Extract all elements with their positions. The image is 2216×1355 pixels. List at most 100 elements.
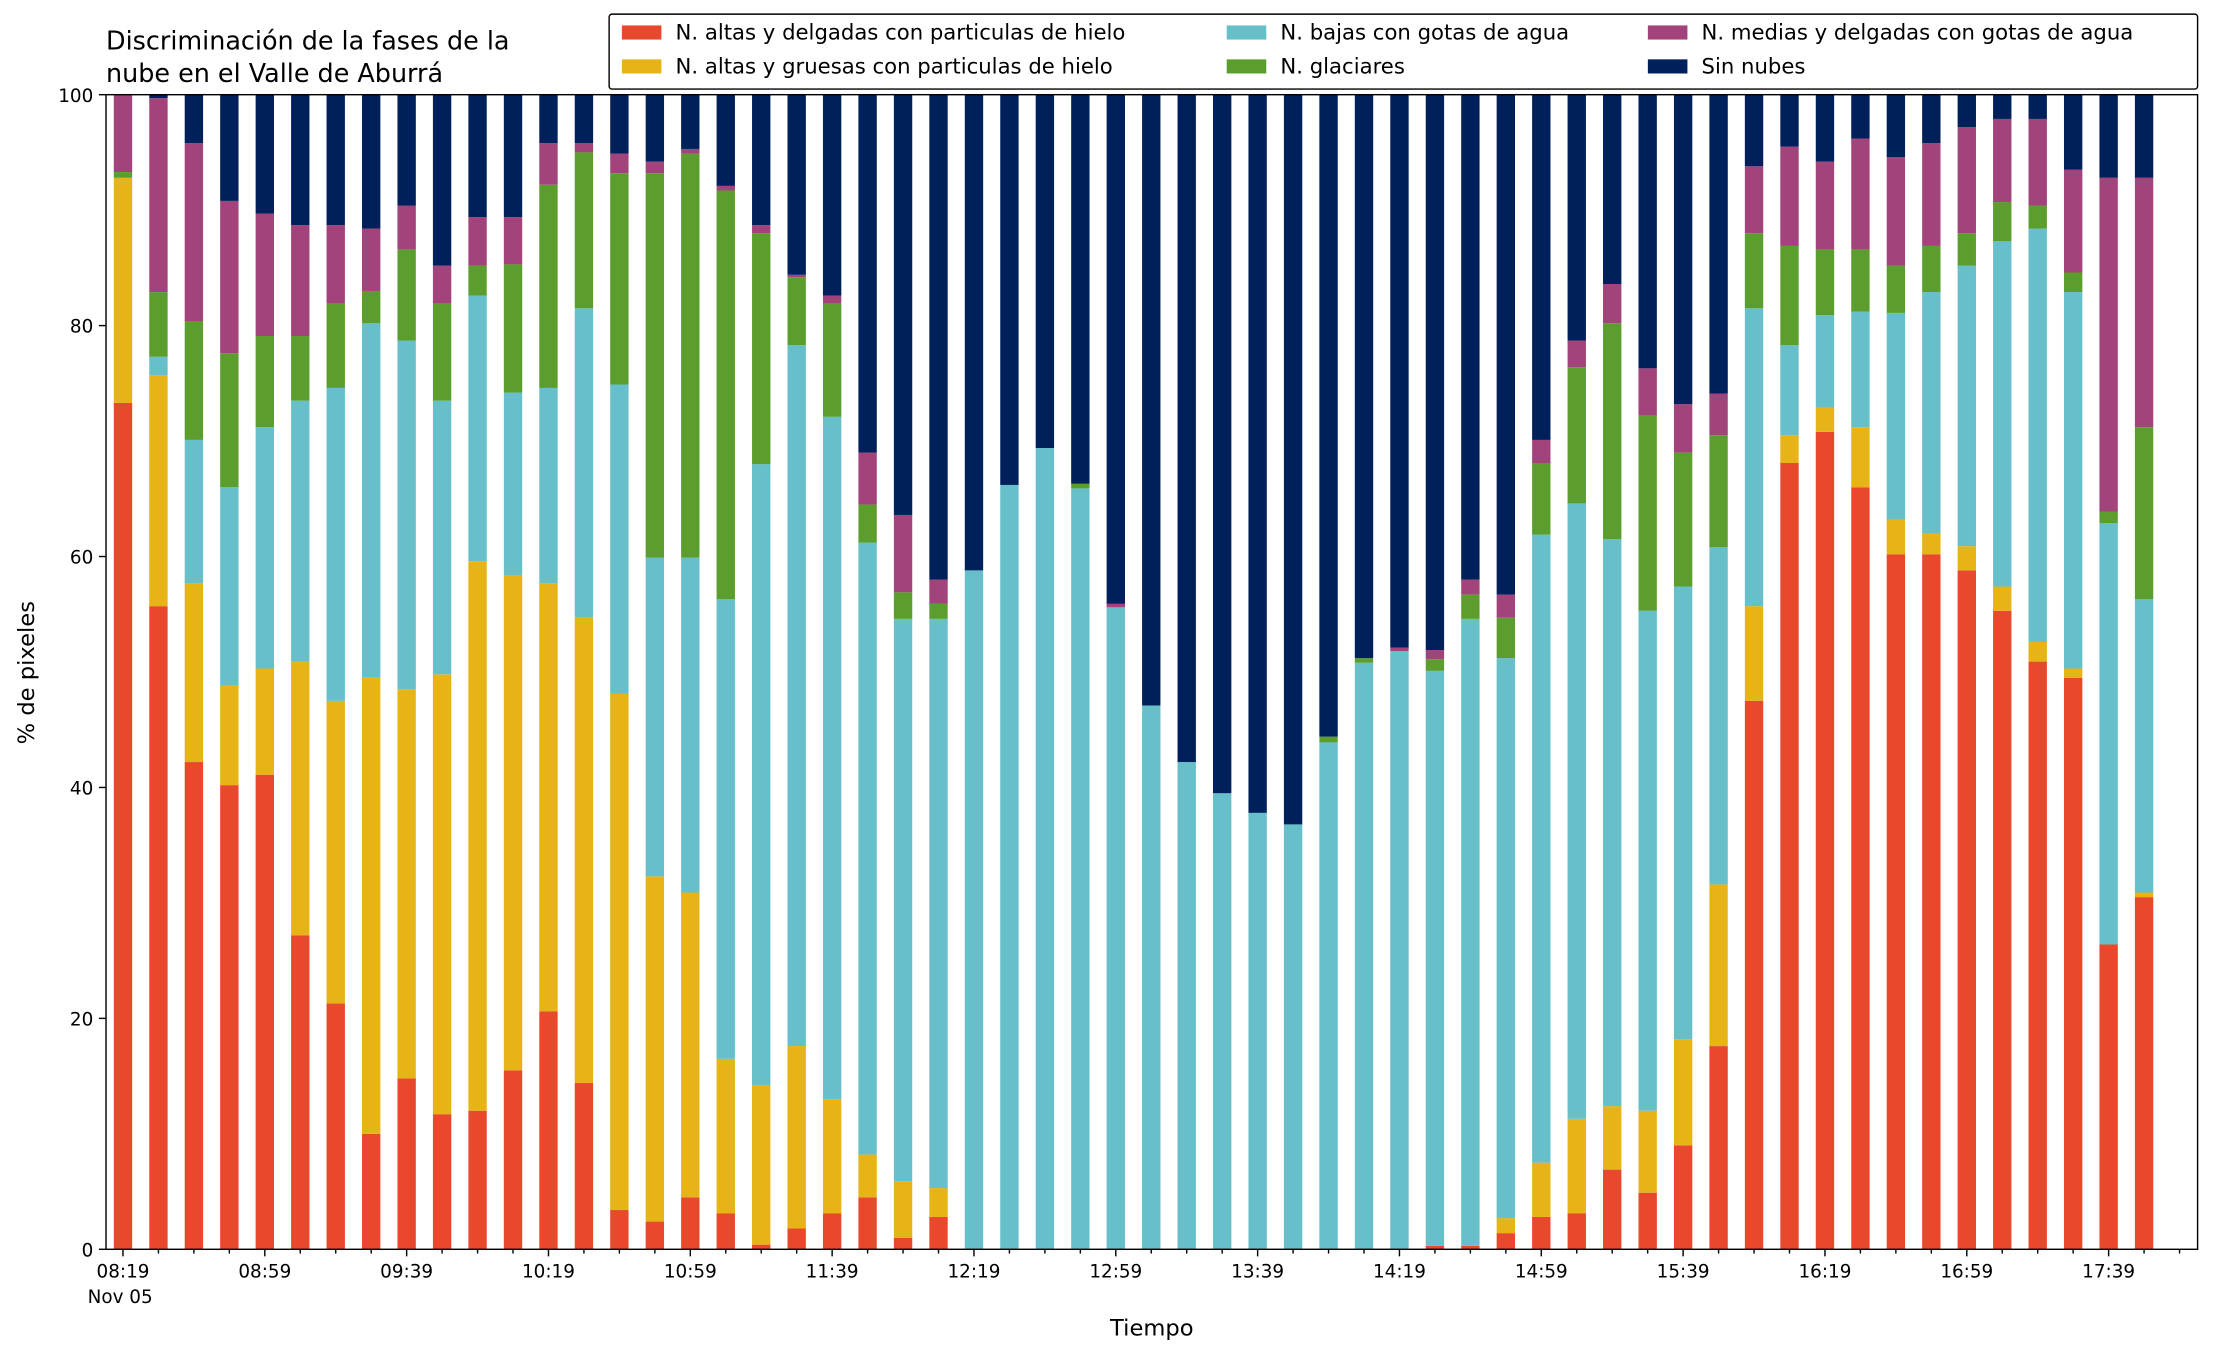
bar-segment	[1390, 647, 1409, 652]
bar-segment	[1638, 368, 1657, 416]
bar-segment	[2134, 427, 2154, 600]
bar-segment	[1815, 431, 1835, 1250]
legend-label: N. altas y delgadas con particulas de hi…	[676, 20, 1126, 45]
x-tick-label: 12:19	[948, 1262, 1001, 1283]
bar-segment	[1780, 146, 1799, 246]
bar-segment	[1851, 311, 1870, 428]
bar-segment	[929, 618, 948, 1189]
bar-segment	[397, 205, 416, 250]
bar-segment	[1496, 1218, 1516, 1234]
chart-title-line-2: nube en el Valle de Aburrá	[106, 58, 443, 88]
bar-segment	[1603, 323, 1622, 540]
bar-segment	[503, 217, 523, 265]
bar-segment	[1780, 435, 1799, 464]
bar-segment	[1638, 1192, 1657, 1250]
bar-segment	[149, 292, 168, 357]
bar-segment	[893, 1237, 913, 1250]
bar-segment	[1390, 94, 1409, 648]
bar-segment	[1744, 166, 1764, 234]
bar-segment	[2099, 94, 2118, 178]
bar-segment	[220, 200, 239, 354]
bar-segment	[1248, 94, 1267, 813]
bar-segment	[610, 94, 629, 154]
bar-segment	[1567, 367, 1586, 504]
bar-segment	[503, 392, 523, 576]
bar-segment	[681, 153, 700, 558]
bar-segment	[1142, 94, 1161, 706]
bar-segment	[2028, 641, 2047, 662]
bar-segment	[1106, 94, 1125, 604]
legend: N. altas y delgadas con particulas de hi…	[608, 13, 2199, 90]
bar-segment	[113, 94, 133, 173]
bar-segment	[1851, 94, 1870, 139]
bar-segment	[752, 225, 771, 234]
x-tick-label: 09:39	[380, 1262, 433, 1283]
bar-segment	[1496, 594, 1516, 618]
x-tick-label: 16:19	[1798, 1262, 1851, 1283]
bar-segment	[184, 439, 204, 584]
bar-segment	[1957, 233, 1976, 266]
bar-segment	[220, 94, 239, 201]
bar-segment	[326, 94, 345, 226]
bar-segment	[1106, 603, 1125, 608]
bar-segment	[893, 592, 913, 619]
legend-label: N. altas y gruesas con particulas de hie…	[676, 53, 1113, 78]
bar-segment	[929, 94, 948, 580]
bar-segment	[822, 1213, 842, 1250]
y-tick-label: 60	[70, 548, 93, 569]
bar-segment	[539, 184, 558, 388]
bar-segment	[1000, 94, 1019, 485]
bar-segment	[858, 94, 877, 453]
bar-segment	[1638, 1110, 1657, 1193]
bar-segment	[1567, 1213, 1586, 1250]
bar-segment	[1957, 94, 1976, 128]
bar-segment	[291, 400, 310, 662]
bar-segment	[255, 335, 274, 428]
bar-segment	[716, 599, 735, 1059]
bar-segment	[787, 345, 806, 1047]
bar-segment	[893, 514, 913, 593]
bar-segment	[220, 685, 239, 786]
bar-segment	[397, 94, 416, 206]
y-tick-label: 100	[58, 86, 93, 107]
bar-segment	[2099, 177, 2118, 512]
bar-segment	[1638, 415, 1657, 611]
bar-segment	[1851, 138, 1870, 250]
bar-segment	[716, 185, 735, 191]
bar-segment	[1354, 662, 1374, 1250]
x-tick-label: 14:19	[1373, 1262, 1426, 1283]
bar-segment	[184, 583, 204, 763]
bar-segment	[326, 225, 345, 304]
bar-segment	[929, 579, 948, 604]
bar-segment	[1780, 345, 1799, 436]
bar-segment	[1567, 340, 1586, 368]
bar-segment	[1496, 1233, 1516, 1250]
bar-segment	[681, 94, 700, 149]
bar-segment	[1496, 617, 1516, 659]
bar-segment	[326, 700, 345, 1004]
x-tick-label: 12:59	[1089, 1262, 1142, 1283]
bar-segment	[291, 94, 310, 226]
bar-segment	[1744, 700, 1764, 1250]
bar-segment	[1567, 1118, 1586, 1214]
bar-segment	[610, 1210, 629, 1250]
bar-segment	[255, 213, 274, 336]
legend-label: N. medias y delgadas con gotas de agua	[1702, 20, 2134, 45]
bar-segment	[1922, 143, 1941, 246]
bar-segment	[1035, 447, 1055, 1250]
bar-segment	[1354, 658, 1374, 663]
bar-segment	[645, 1221, 665, 1250]
bar-segment	[1709, 547, 1728, 885]
bar-segment	[1319, 94, 1338, 737]
bar-segment	[1142, 705, 1161, 1250]
bar-segment	[1496, 658, 1516, 1219]
x-tick-label: 08:59	[238, 1262, 291, 1283]
bar-segment	[893, 1181, 913, 1238]
bar-segment	[2063, 169, 2083, 273]
bar-segment	[929, 1216, 948, 1250]
bar-segment	[2099, 511, 2118, 524]
bar-segment	[2099, 523, 2118, 945]
bar-segment	[1993, 610, 2012, 1250]
bar-segment	[397, 249, 416, 341]
bar-segment	[468, 265, 487, 296]
